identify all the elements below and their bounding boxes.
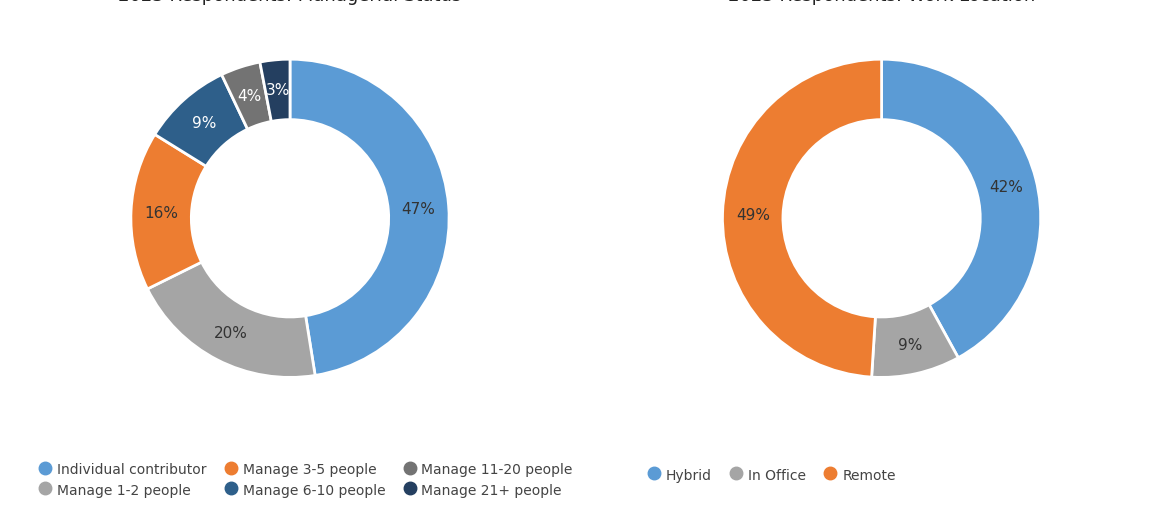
- Text: 3%: 3%: [266, 83, 290, 98]
- Legend: Individual contributor, Manage 1-2 people, Manage 3-5 people, Manage 6-10 people: Individual contributor, Manage 1-2 peopl…: [42, 462, 573, 497]
- Text: 16%: 16%: [144, 205, 179, 220]
- Title: 2023 Respondents: Work Location: 2023 Respondents: Work Location: [728, 0, 1035, 5]
- Text: 20%: 20%: [213, 326, 248, 341]
- Wedge shape: [222, 63, 271, 130]
- Text: 47%: 47%: [401, 201, 435, 216]
- Text: 9%: 9%: [191, 116, 216, 130]
- Wedge shape: [260, 60, 290, 122]
- Legend: Hybrid, In Office, Remote: Hybrid, In Office, Remote: [651, 468, 896, 482]
- Text: 42%: 42%: [989, 179, 1023, 194]
- Wedge shape: [154, 75, 247, 167]
- Text: 9%: 9%: [898, 337, 922, 352]
- Wedge shape: [131, 135, 206, 290]
- Title: 2023 Respondents: Managerial Status: 2023 Respondents: Managerial Status: [118, 0, 462, 5]
- Text: 4%: 4%: [238, 89, 262, 104]
- Wedge shape: [871, 305, 958, 378]
- Wedge shape: [723, 60, 882, 377]
- Wedge shape: [147, 263, 316, 378]
- Wedge shape: [882, 60, 1041, 358]
- Text: 49%: 49%: [735, 207, 770, 222]
- Wedge shape: [290, 60, 449, 376]
